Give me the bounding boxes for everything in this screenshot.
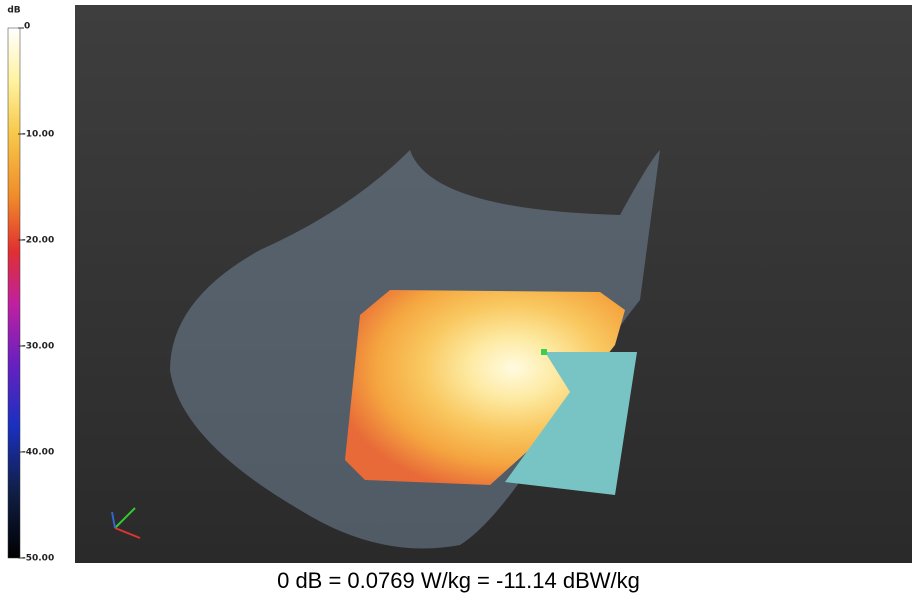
screen: 0 -10.00 -20.00 -30.00 -40.00 -50.00 dB 0 dB … [0, 0, 917, 598]
colorbar-tick-label: -20.00 [22, 236, 54, 246]
colorbar-unit: dB [7, 6, 20, 16]
colorbar-tick-label: -50.00 [22, 554, 54, 564]
colorbar-tick-label: 0 [24, 22, 30, 32]
caption: 0 dB = 0.0769 W/kg = -11.14 dBW/kg [0, 568, 917, 594]
colorbar [8, 28, 20, 558]
colorbar-tick-label: -40.00 [22, 448, 54, 458]
colorbar-tick-label: -10.00 [22, 130, 54, 140]
viewer: 0 -10.00 -20.00 -30.00 -40.00 -50.00 dB [0, 0, 917, 566]
peak-marker [541, 349, 547, 355]
colorbar-tick-label: -30.00 [22, 342, 54, 352]
